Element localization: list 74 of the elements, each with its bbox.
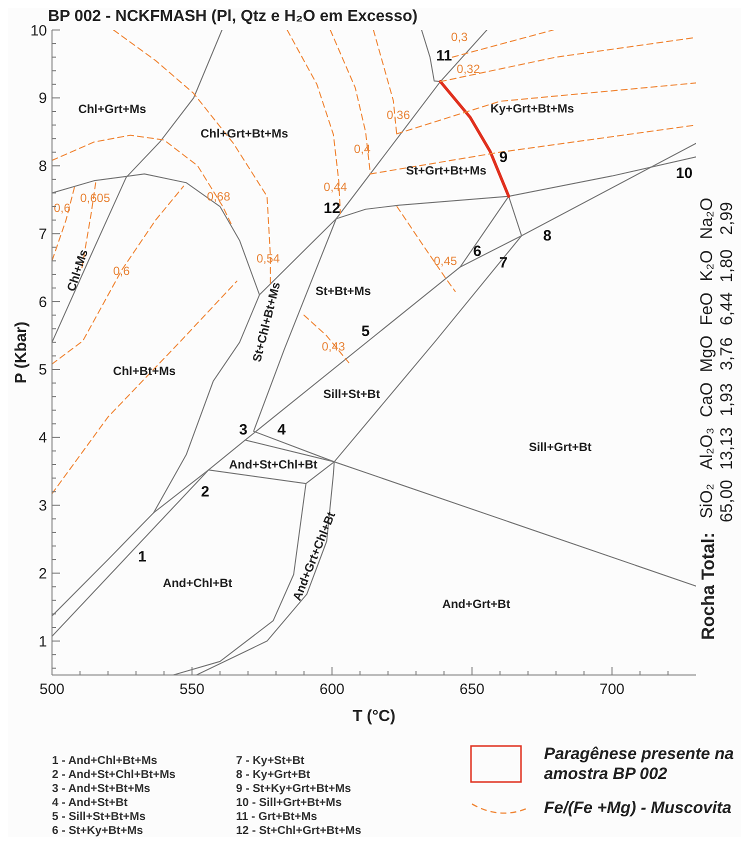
- y-tick-label: 1: [38, 633, 47, 650]
- annotation: 8: [543, 227, 552, 244]
- annotation: 6: [473, 242, 482, 260]
- x-tick-label: 650: [459, 681, 485, 698]
- x-axis-title: T (°C): [352, 708, 396, 725]
- legend-label: Paragênese presente na amostra BP 002: [544, 744, 734, 784]
- text: 5 - Sill+St+Bt+Ms: [52, 811, 146, 823]
- y-axis-title: P (Kbar): [13, 322, 30, 384]
- annotation: And+Grt+Bt: [442, 596, 510, 611]
- annotation: 2: [200, 483, 210, 500]
- x-tick-label: 500: [39, 681, 65, 698]
- y-tick-label: 8: [38, 158, 47, 176]
- text: Na₂O 2,99: [697, 198, 737, 240]
- annotation: Sill+Grt+Bt: [528, 440, 592, 454]
- annotation: 5: [361, 323, 370, 340]
- text: 7 - Ky+St+Bt: [236, 754, 306, 768]
- annotation: 12: [324, 200, 340, 218]
- annotation: Sill+St+Bt: [323, 387, 380, 402]
- text: 9 - St+Ky+Grt+Bt+Ms: [236, 782, 352, 796]
- annotation: Chl+Grt+Ms: [78, 102, 147, 116]
- y-tick-label: 10: [30, 22, 47, 40]
- text: 12 - St+Chl+Grt+Bt+Ms: [236, 824, 362, 838]
- text: 4 - And+St+Bt: [52, 797, 128, 809]
- text: K₂O 1,80: [697, 249, 737, 282]
- text: Rocha Total:: [697, 532, 719, 640]
- annotation: 0,43: [322, 340, 346, 354]
- y-tick-label: 2: [38, 565, 47, 582]
- annotation: 0,6: [113, 264, 130, 278]
- x-tick-label: 600: [319, 681, 345, 698]
- annotation: St+Bt+Ms: [316, 284, 372, 298]
- text: 3 - And+St+Bt+Ms: [52, 783, 150, 795]
- annotation: 7: [499, 254, 508, 272]
- x-tick-label: 700: [599, 681, 625, 698]
- annotation: 0,45: [434, 254, 458, 268]
- annotation: 1: [138, 548, 146, 566]
- annotation: 0,32: [456, 62, 480, 76]
- annotation: Chl+Bt+Ms: [113, 364, 176, 378]
- legend-label: Fe/(Fe +Mg) - Muscovita: [544, 798, 732, 818]
- text: FeO 6,44: [697, 292, 737, 326]
- text: 6 - St+Ky+Bt+Ms: [52, 825, 144, 837]
- text: SiO₂ 65,00: [697, 480, 737, 522]
- text: MgO 3,76: [697, 335, 737, 372]
- y-tick-label: 5: [38, 362, 47, 379]
- annotation: 10: [676, 164, 693, 182]
- text: 10 - Sill+Grt+Bt+Ms: [236, 796, 343, 810]
- text: 1 - And+Chl+Bt+Ms: [52, 755, 158, 767]
- x-tick-label: 550: [179, 681, 205, 698]
- annotation: Ky+Grt+Bt+Ms: [490, 101, 574, 116]
- annotation: Chl+Ms: [64, 247, 91, 294]
- annotation: And+Chl+Bt: [162, 576, 232, 590]
- annotation: 4: [277, 421, 286, 438]
- y-tick-label: 6: [38, 294, 47, 311]
- annotation: 0,605: [80, 190, 110, 205]
- annotation: 0,54: [256, 251, 280, 266]
- text: CaO 1,93: [697, 382, 737, 418]
- annotation: 9: [499, 149, 508, 166]
- annotation: 0,4: [354, 142, 371, 156]
- annotation: 3: [239, 421, 248, 438]
- text: 11 - Grt+Bt+Ms: [236, 810, 318, 824]
- annotation: Chl+Grt+Bt+Ms: [200, 126, 289, 140]
- y-tick-label: 9: [38, 90, 47, 108]
- text: 2 - And+St+Chl+Bt+Ms: [52, 769, 176, 781]
- y-tick-label: 3: [38, 498, 47, 515]
- annotation: 0,44: [324, 180, 348, 194]
- annotation: 0,36: [386, 108, 410, 122]
- text: 8 - Ky+Grt+Bt: [236, 768, 312, 782]
- annotation: And+St+Chl+Bt: [229, 458, 318, 472]
- y-tick-label: 7: [38, 226, 47, 243]
- annotation: 11: [436, 47, 452, 64]
- y-tick-label: 4: [38, 430, 47, 447]
- annotation: 0,3: [451, 30, 468, 44]
- annotation: St+Grt+Bt+Ms: [406, 164, 487, 178]
- text: Al₂O₃ 13,13: [697, 427, 737, 470]
- chart-title: BP 002 - NCKFMASH (Pl, Qtz e H₂O em Excesso): [48, 8, 418, 26]
